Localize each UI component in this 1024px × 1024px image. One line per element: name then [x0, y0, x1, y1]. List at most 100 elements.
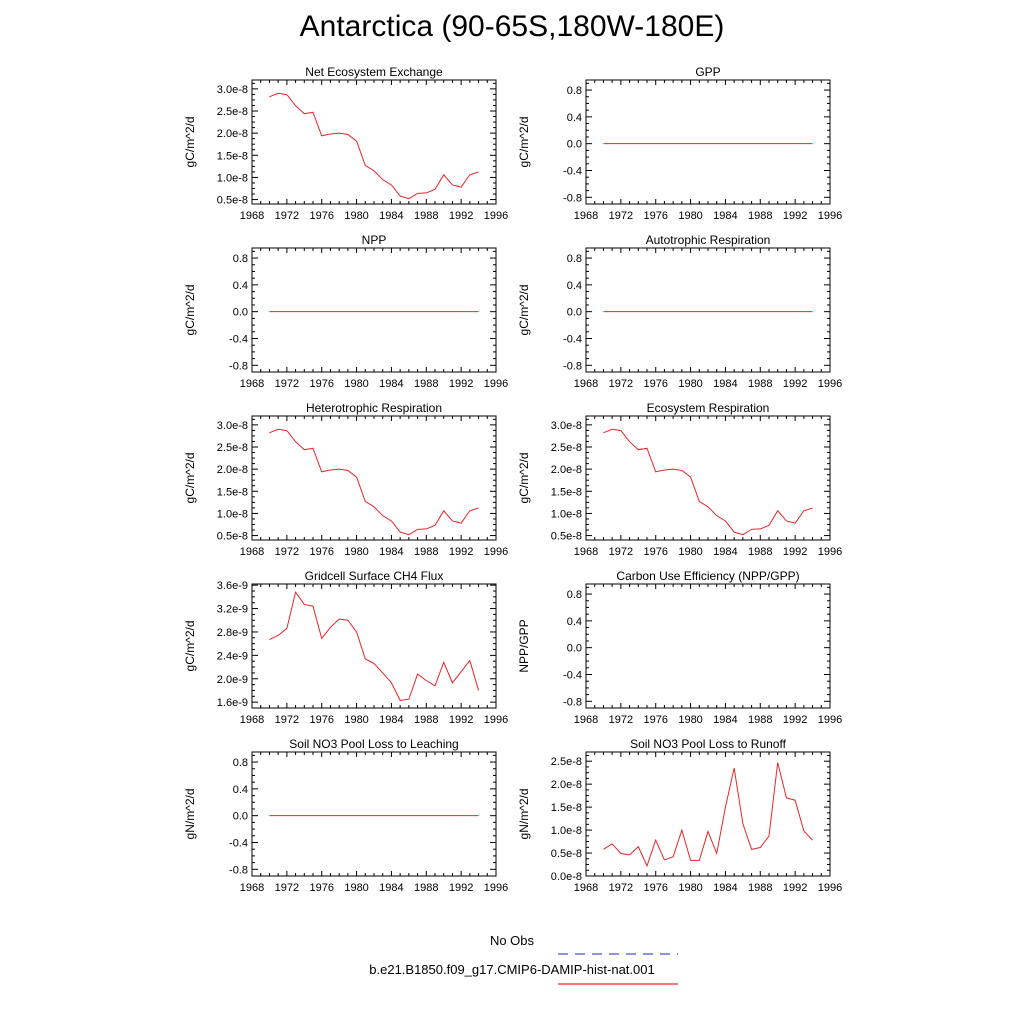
- panel-title: Carbon Use Efficiency (NPP/GPP): [616, 569, 799, 583]
- y-tick-label: 2.0e-8: [551, 779, 582, 791]
- y-tick-label: -0.8: [229, 864, 248, 876]
- x-tick-label: 1976: [309, 882, 333, 894]
- legend-run-line: [558, 983, 678, 985]
- plot-frame: [585, 751, 831, 877]
- plot-frame: [251, 583, 497, 709]
- y-tick-label: -0.4: [563, 165, 582, 177]
- y-tick-label: 1.0e-8: [551, 825, 582, 837]
- x-tick-label: 1976: [309, 546, 333, 558]
- plot-frame: [251, 247, 497, 373]
- y-axis-label: gC/m^2/d: [183, 621, 197, 672]
- x-tick-label: 1996: [818, 714, 842, 726]
- y-tick-label: -0.4: [563, 669, 582, 681]
- y-tick-label: 1.0e-8: [217, 508, 248, 520]
- x-tick-label: 1992: [449, 546, 473, 558]
- x-tick-label: 1984: [713, 546, 737, 558]
- y-tick-label: -0.4: [229, 837, 248, 849]
- x-tick-label: 1968: [574, 882, 598, 894]
- x-tick-label: 1988: [414, 378, 438, 390]
- y-tick-label: 2.5e-8: [217, 106, 248, 118]
- x-tick-label: 1968: [240, 714, 264, 726]
- x-tick-label: 1988: [414, 210, 438, 222]
- x-tick-label: 1988: [414, 546, 438, 558]
- panel-9: Soil NO3 Pool Loss to Runoff gN/m^2/d 1968…: [517, 737, 842, 894]
- x-tick-label: 1988: [748, 882, 772, 894]
- panel-0: Net Ecosystem Exchange gC/m^2/d 1968 1972 19…: [183, 65, 508, 222]
- x-tick-label: 1972: [275, 714, 299, 726]
- x-tick-label: 1972: [609, 378, 633, 390]
- x-tick-label: 1984: [379, 882, 403, 894]
- y-tick-label: 1.5e-8: [551, 486, 582, 498]
- y-tick-label: 0.4: [567, 112, 582, 124]
- y-tick-label: 3.0e-8: [217, 84, 248, 96]
- y-tick-label: 0.4: [233, 280, 248, 292]
- x-tick-label: 1984: [379, 210, 403, 222]
- y-tick-label: 0.0e-8: [551, 871, 582, 883]
- plot-frame: [251, 751, 497, 877]
- y-axis-label: gC/m^2/d: [183, 285, 197, 336]
- x-tick-label: 1976: [643, 378, 667, 390]
- x-tick-label: 1980: [344, 546, 368, 558]
- panel-title: Autotrophic Respiration: [646, 233, 771, 247]
- x-tick-label: 1968: [240, 882, 264, 894]
- plot-frame: [585, 415, 831, 541]
- x-tick-label: 1984: [713, 210, 737, 222]
- y-tick-label: 0.8: [567, 85, 582, 97]
- y-tick-label: -0.8: [563, 360, 582, 372]
- x-tick-label: 1968: [574, 210, 598, 222]
- x-tick-label: 1988: [748, 546, 772, 558]
- y-tick-label: 0.5e-8: [217, 195, 248, 207]
- x-tick-label: 1972: [275, 546, 299, 558]
- legend-obs-line: [558, 953, 678, 955]
- y-tick-label: -0.8: [229, 360, 248, 372]
- x-tick-label: 1996: [818, 210, 842, 222]
- panel-6: Gridcell Surface CH4 Flux gC/m^2/d 1968 197…: [183, 569, 508, 726]
- x-tick-label: 1972: [609, 882, 633, 894]
- x-tick-label: 1984: [713, 714, 737, 726]
- legend-run-label: b.e21.B1850.f09_g17.CMIP6-DAMIP-hist-nat…: [369, 962, 655, 977]
- x-tick-label: 1988: [748, 210, 772, 222]
- y-tick-label: -0.4: [563, 333, 582, 345]
- x-tick-label: 1972: [275, 882, 299, 894]
- y-tick-label: 2.0e-9: [217, 674, 248, 686]
- y-axis-label: gC/m^2/d: [183, 453, 197, 504]
- y-tick-label: 1.0e-8: [551, 508, 582, 520]
- panel-8: Soil NO3 Pool Loss to Leaching gN/m^2/d 19…: [183, 737, 508, 894]
- x-tick-label: 1988: [414, 714, 438, 726]
- panel-5: Ecosystem Respiration gC/m^2/d 1968 1972 197…: [517, 401, 842, 558]
- x-tick-label: 1980: [344, 378, 368, 390]
- plot-frame: [585, 79, 831, 205]
- x-tick-label: 1968: [240, 210, 264, 222]
- x-tick-label: 1968: [574, 714, 598, 726]
- y-tick-label: 0.5e-8: [551, 848, 582, 860]
- x-tick-label: 1980: [344, 714, 368, 726]
- x-tick-label: 1976: [309, 210, 333, 222]
- panel-2: NPP gC/m^2/d 1968 1972 1976 1980 1984 1988 1992 1…: [183, 233, 508, 390]
- y-tick-label: 0.0: [233, 307, 248, 319]
- panel-title: Ecosystem Respiration: [647, 401, 770, 415]
- x-tick-label: 1980: [678, 714, 702, 726]
- x-tick-label: 1984: [379, 546, 403, 558]
- y-tick-label: 0.8: [567, 589, 582, 601]
- y-tick-label: 0.0: [567, 643, 582, 655]
- y-tick-label: 2.8e-9: [217, 627, 248, 639]
- panel-title: Soil NO3 Pool Loss to Leaching: [289, 737, 458, 751]
- x-tick-label: 1984: [713, 882, 737, 894]
- y-tick-label: 3.2e-9: [217, 604, 248, 616]
- x-tick-label: 1996: [484, 378, 508, 390]
- x-tick-label: 1996: [818, 882, 842, 894]
- x-tick-label: 1992: [449, 210, 473, 222]
- y-tick-label: 2.5e-8: [217, 442, 248, 454]
- x-tick-label: 1980: [344, 210, 368, 222]
- series-line: [603, 762, 813, 868]
- x-tick-label: 1968: [240, 378, 264, 390]
- y-tick-label: 0.5e-8: [217, 531, 248, 543]
- x-tick-label: 1972: [275, 210, 299, 222]
- x-tick-label: 1992: [449, 714, 473, 726]
- x-tick-label: 1996: [484, 882, 508, 894]
- x-tick-label: 1980: [678, 546, 702, 558]
- x-tick-label: 1976: [643, 210, 667, 222]
- x-tick-label: 1992: [449, 882, 473, 894]
- panel-title: Net Ecosystem Exchange: [305, 65, 443, 79]
